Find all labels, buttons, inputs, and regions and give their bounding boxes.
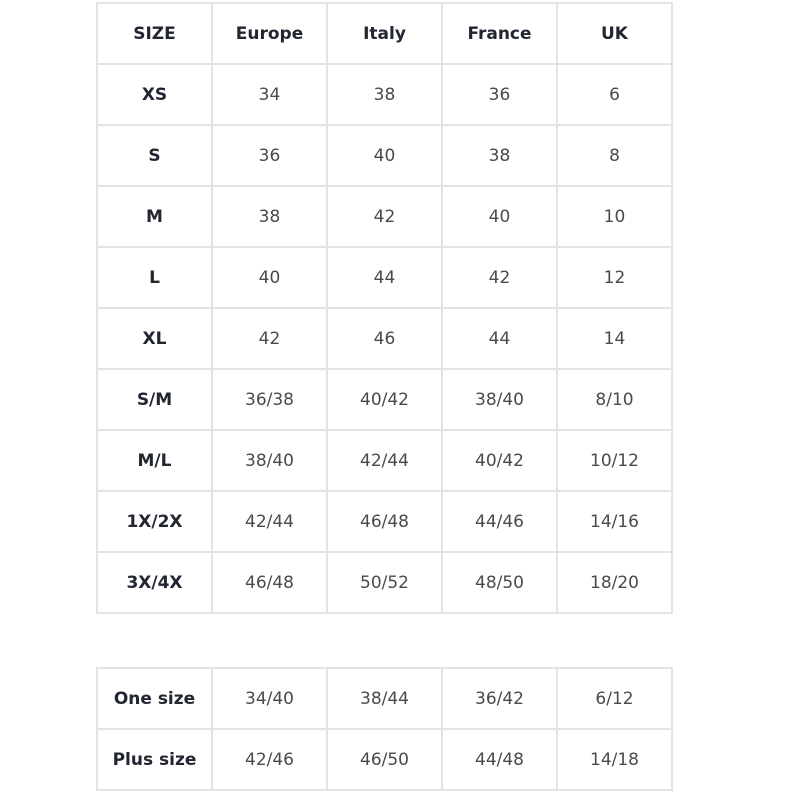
- column-header: Europe: [211, 2, 328, 65]
- size-label-cell: L: [96, 246, 213, 309]
- size-value-cell: 14: [556, 307, 673, 370]
- size-value-cell: 38/44: [326, 667, 443, 730]
- table-row: One size 34/40 38/44 36/42 6/12: [96, 667, 673, 730]
- size-label-cell: M: [96, 185, 213, 248]
- size-value-cell: 38: [441, 124, 558, 187]
- size-value-cell: 8/10: [556, 368, 673, 431]
- size-value-cell: 42: [211, 307, 328, 370]
- size-value-cell: 40/42: [441, 429, 558, 492]
- size-value-cell: 36: [211, 124, 328, 187]
- size-value-cell: 40: [211, 246, 328, 309]
- size-value-cell: 42/44: [211, 490, 328, 553]
- size-value-cell: 38/40: [211, 429, 328, 492]
- size-label-cell: S/M: [96, 368, 213, 431]
- size-value-cell: 48/50: [441, 551, 558, 614]
- size-value-cell: 50/52: [326, 551, 443, 614]
- size-value-cell: 46/50: [326, 728, 443, 791]
- size-value-cell: 6/12: [556, 667, 673, 730]
- size-value-cell: 46/48: [211, 551, 328, 614]
- size-value-cell: 40/42: [326, 368, 443, 431]
- table-row: M 38 42 40 10: [96, 185, 673, 248]
- size-value-cell: 34: [211, 63, 328, 126]
- column-header: France: [441, 2, 558, 65]
- size-value-cell: 42: [326, 185, 443, 248]
- size-value-cell: 6: [556, 63, 673, 126]
- table-row: Plus size 42/46 46/50 44/48 14/18: [96, 728, 673, 791]
- size-label-cell: XS: [96, 63, 213, 126]
- size-value-cell: 42: [441, 246, 558, 309]
- table-row: S/M 36/38 40/42 38/40 8/10: [96, 368, 673, 431]
- size-label-cell: XL: [96, 307, 213, 370]
- table-row: XS 34 38 36 6: [96, 63, 673, 126]
- table-row: 1X/2X 42/44 46/48 44/46 14/16: [96, 490, 673, 553]
- size-label-cell: 1X/2X: [96, 490, 213, 553]
- column-header: SIZE: [96, 2, 213, 65]
- size-value-cell: 38: [211, 185, 328, 248]
- size-label-cell: 3X/4X: [96, 551, 213, 614]
- size-label-cell: S: [96, 124, 213, 187]
- size-value-cell: 44: [326, 246, 443, 309]
- size-value-cell: 42/44: [326, 429, 443, 492]
- table-row: L 40 44 42 12: [96, 246, 673, 309]
- size-value-cell: 46/48: [326, 490, 443, 553]
- size-value-cell: 12: [556, 246, 673, 309]
- size-value-cell: 34/40: [211, 667, 328, 730]
- size-value-cell: 44/48: [441, 728, 558, 791]
- table-row: XL 42 46 44 14: [96, 307, 673, 370]
- table-row: 3X/4X 46/48 50/52 48/50 18/20: [96, 551, 673, 614]
- size-value-cell: 44: [441, 307, 558, 370]
- size-label-cell: M/L: [96, 429, 213, 492]
- column-header: Italy: [326, 2, 443, 65]
- header-row: SIZE Europe Italy France UK: [96, 2, 673, 65]
- special-size-table: One size 34/40 38/44 36/42 6/12 Plus size 42/4…: [96, 667, 673, 791]
- size-value-cell: 14/16: [556, 490, 673, 553]
- size-value-cell: 10: [556, 185, 673, 248]
- table-row: S 36 40 38 8: [96, 124, 673, 187]
- size-value-cell: 44/46: [441, 490, 558, 553]
- size-value-cell: 8: [556, 124, 673, 187]
- size-value-cell: 46: [326, 307, 443, 370]
- size-label-cell: Plus size: [96, 728, 213, 791]
- size-value-cell: 38/40: [441, 368, 558, 431]
- size-label-cell: One size: [96, 667, 213, 730]
- size-chart-table: SIZE Europe Italy France UK XS 34 38 36 6 S 36 40 38 8…: [96, 2, 673, 614]
- size-value-cell: 42/46: [211, 728, 328, 791]
- size-value-cell: 18/20: [556, 551, 673, 614]
- size-value-cell: 36/38: [211, 368, 328, 431]
- table-row: M/L 38/40 42/44 40/42 10/12: [96, 429, 673, 492]
- size-value-cell: 40: [441, 185, 558, 248]
- size-value-cell: 38: [326, 63, 443, 126]
- size-value-cell: 36/42: [441, 667, 558, 730]
- size-value-cell: 40: [326, 124, 443, 187]
- size-value-cell: 36: [441, 63, 558, 126]
- size-value-cell: 14/18: [556, 728, 673, 791]
- size-value-cell: 10/12: [556, 429, 673, 492]
- column-header: UK: [556, 2, 673, 65]
